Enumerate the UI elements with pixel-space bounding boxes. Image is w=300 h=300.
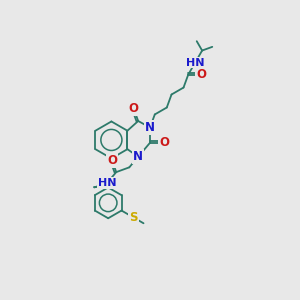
Text: O: O [129,102,139,115]
Text: O: O [107,154,117,167]
Text: S: S [129,211,138,224]
Text: N: N [145,121,155,134]
Text: O: O [196,68,206,81]
Text: N: N [133,150,143,163]
Text: HN: HN [186,58,204,68]
Text: O: O [159,136,169,149]
Text: HN: HN [98,178,117,188]
